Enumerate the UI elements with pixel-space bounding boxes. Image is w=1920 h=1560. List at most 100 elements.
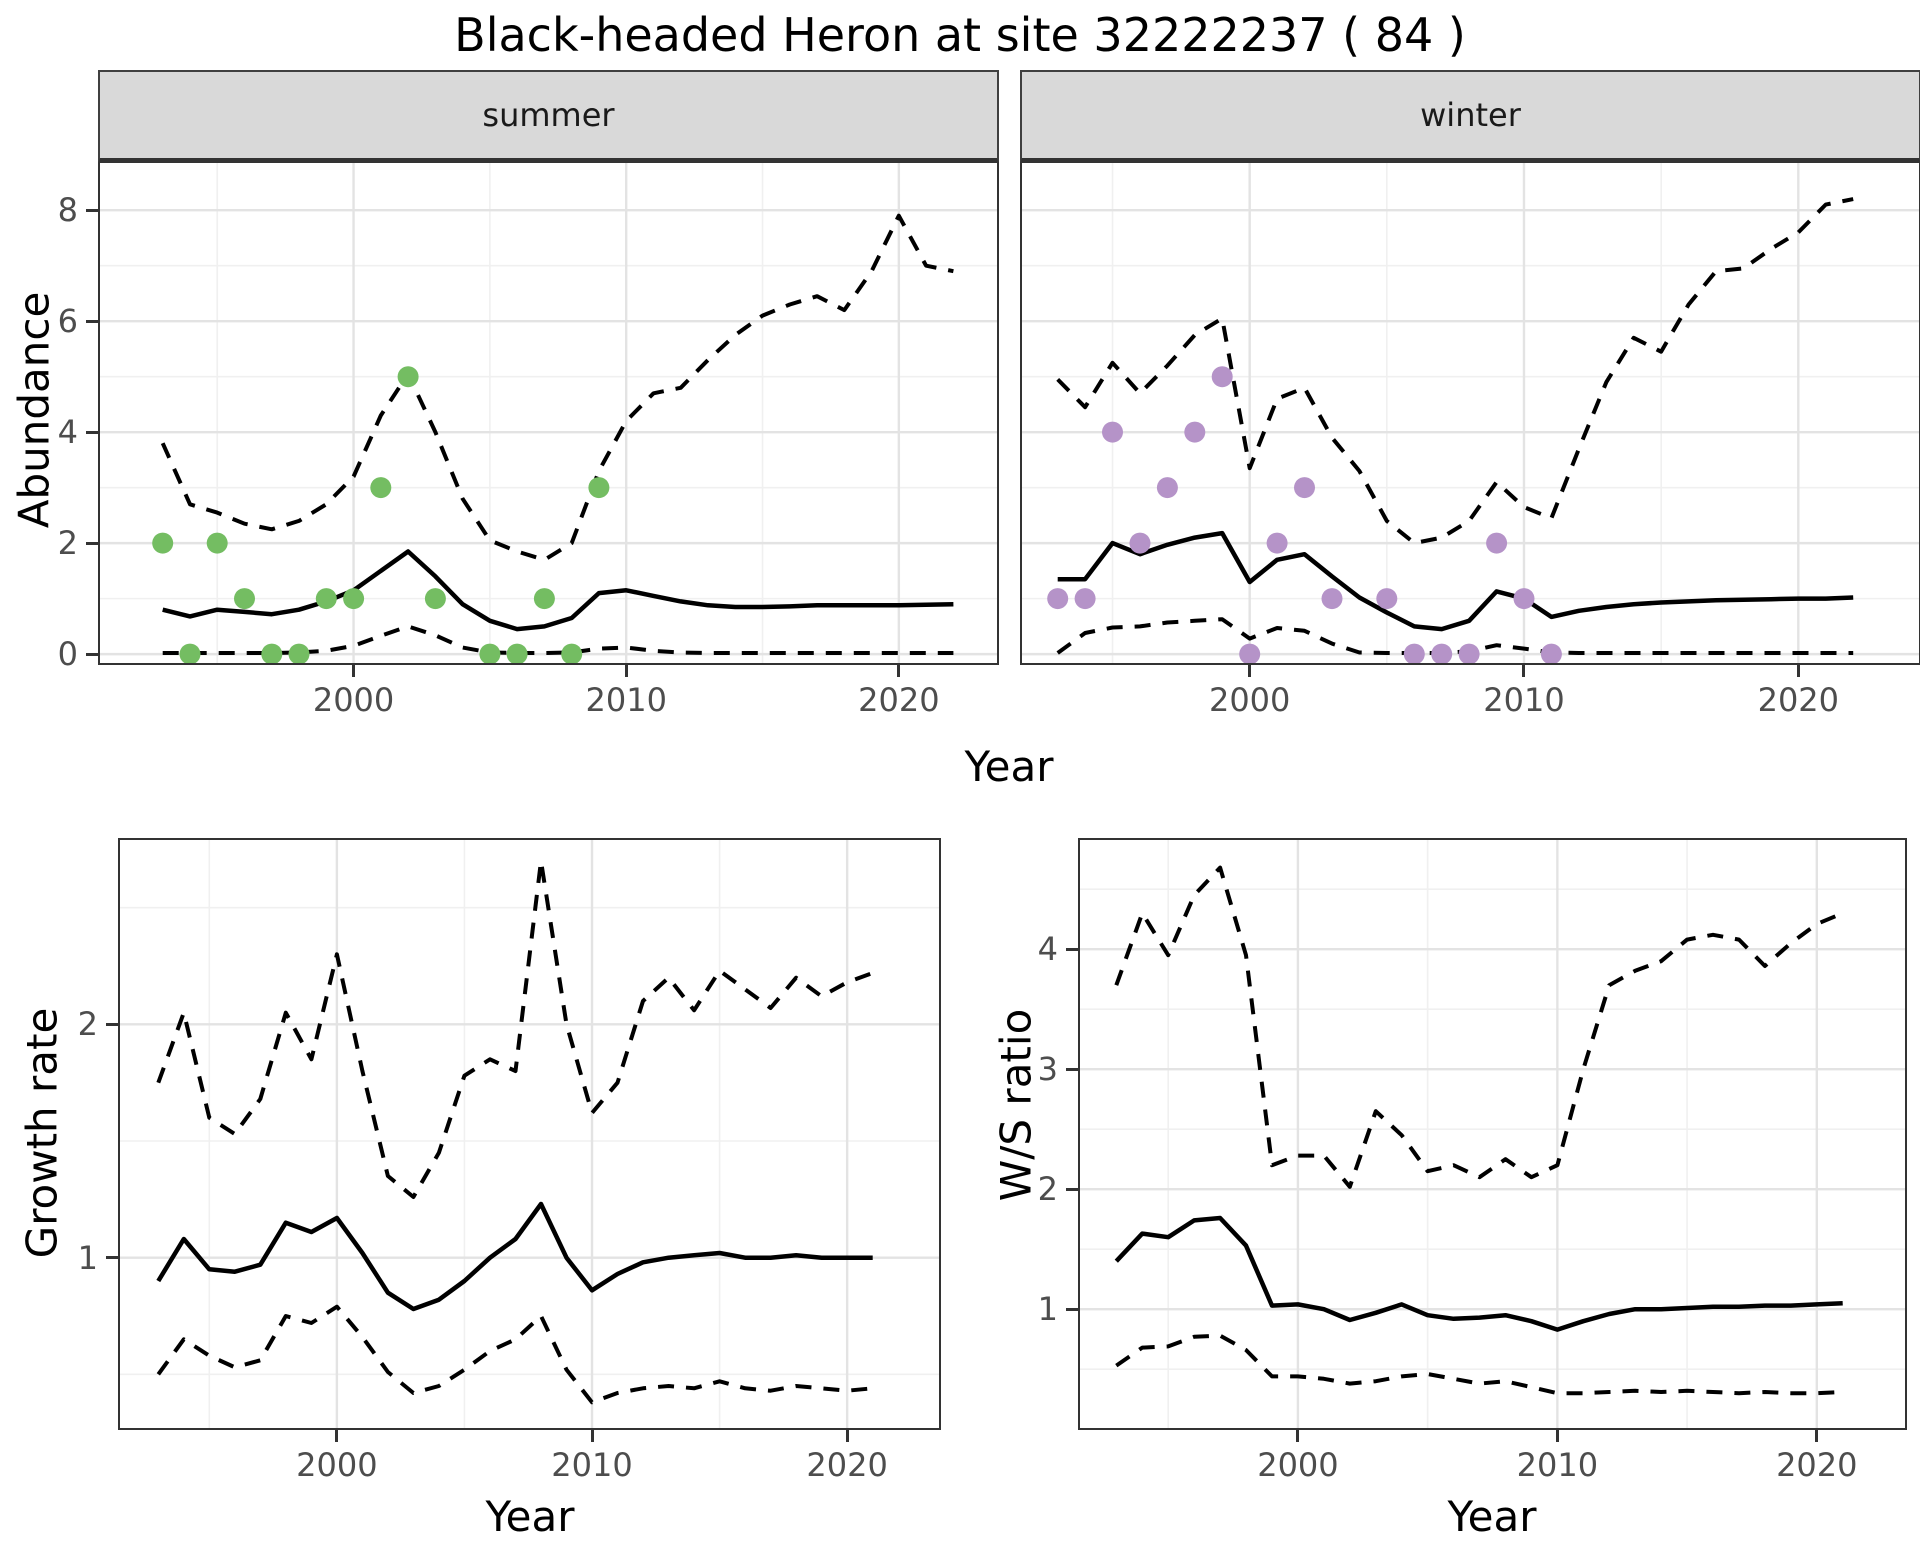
upper-ci-line [160, 213, 954, 562]
observation-point [1376, 588, 1398, 610]
y-axis-tick-label: 4 [1037, 930, 1058, 969]
observation-point [206, 532, 228, 554]
observation-point [588, 477, 610, 499]
observation-point [424, 588, 446, 610]
y-axis-title-ws-ratio: W/S ratio [991, 1008, 1041, 1202]
x-axis-title-year-ws: Year [1447, 1492, 1537, 1541]
x-axis-tick [335, 1430, 339, 1442]
y-axis-tick [1066, 1067, 1078, 1071]
lower-ci-line [1056, 617, 1854, 655]
observation-point [479, 643, 501, 663]
observation-point [343, 588, 365, 610]
y-axis-tick [1066, 947, 1078, 951]
observation-point [1513, 588, 1535, 610]
y-axis-tick-label: 1 [1037, 1290, 1058, 1329]
observation-point [1211, 366, 1233, 388]
observation-point [1102, 421, 1123, 443]
observation-point [1266, 532, 1288, 554]
y-axis-title-abundance: Abundance [9, 291, 59, 529]
observation-point [1403, 643, 1425, 663]
median-line [1114, 1215, 1843, 1332]
observation-point [1294, 477, 1315, 499]
observation-point [1458, 643, 1480, 663]
observation-point [1047, 588, 1069, 610]
observation-point [1431, 643, 1453, 663]
upper-ci-line [1114, 865, 1844, 1189]
median-line [1057, 530, 1854, 632]
x-axis-tick [1815, 1430, 1819, 1442]
lower-ci-line [1115, 1333, 1843, 1396]
x-axis-tick-label: 2000 [296, 1446, 378, 1484]
y-axis-tick [106, 1022, 118, 1026]
y-axis-title-growth-rate: Growth rate [17, 1007, 67, 1259]
x-axis-tick-label: 2010 [1516, 1446, 1599, 1484]
y-axis-tick-label: 6 [57, 302, 78, 341]
x-axis-tick-label: 2000 [312, 681, 395, 719]
x-axis-tick [897, 665, 901, 677]
x-axis-tick-label: 2020 [1757, 681, 1840, 719]
figure-title: Black-headed Heron at site 32222237 ( 84… [454, 8, 1466, 62]
lower-ci-line [162, 624, 954, 655]
y-axis-tick-label: 0 [57, 635, 78, 674]
observation-point [234, 588, 255, 610]
y-axis-tick [1066, 1307, 1078, 1311]
observation-point [315, 588, 337, 610]
observation-point [1540, 643, 1562, 663]
observation-point [397, 366, 419, 388]
observation-point [533, 588, 555, 610]
y-axis-tick-label: 4 [57, 413, 78, 452]
x-axis-tick [590, 1430, 594, 1442]
observation-point [1486, 532, 1508, 554]
observation-point [506, 643, 528, 663]
panel-growth-rate [118, 838, 941, 1430]
observation-point [370, 477, 392, 499]
x-axis-tick-label: 2010 [551, 1446, 633, 1484]
observation-point [1129, 532, 1151, 554]
y-axis-tick [106, 1256, 118, 1260]
x-axis-tick-label: 2000 [1257, 1446, 1339, 1484]
y-axis-tick-label: 1 [77, 1238, 98, 1277]
upper-ci-line [1056, 197, 1854, 546]
x-axis-tick [1296, 1430, 1300, 1442]
median-line [156, 1201, 873, 1312]
y-axis-tick [86, 541, 98, 545]
x-axis-tick-label: 2020 [1776, 1446, 1858, 1484]
panel-summer-abundance [98, 163, 999, 665]
x-axis-tick [1522, 665, 1526, 677]
upper-ci-line [156, 859, 874, 1199]
x-axis-tick [1248, 665, 1252, 677]
y-axis-tick-label: 8 [57, 191, 78, 230]
observation-point [1184, 421, 1206, 443]
x-axis-tick [624, 665, 628, 677]
chart-winter [1022, 163, 1919, 663]
x-axis-tick [1796, 665, 1800, 677]
y-axis-tick [86, 652, 98, 656]
chart-growth [120, 840, 939, 1428]
x-axis-tick-label: 2020 [806, 1446, 888, 1484]
x-axis-tick-label: 2010 [1483, 681, 1565, 719]
x-axis-tick [845, 1430, 849, 1442]
observation-point [179, 643, 201, 663]
observation-point [561, 643, 583, 663]
facet-strip-winter: winter [1020, 70, 1920, 163]
x-axis-title-year-top: Year [964, 742, 1054, 791]
facet-strip-summer-label: summer [482, 96, 615, 134]
y-axis-tick-label: 2 [77, 1005, 98, 1044]
observation-point [152, 532, 174, 554]
x-axis-tick-label: 2000 [1208, 681, 1291, 719]
x-axis-tick-label: 2020 [858, 681, 940, 719]
y-axis-tick [86, 208, 98, 212]
observation-point [1074, 588, 1096, 610]
x-axis-tick [1555, 1430, 1559, 1442]
facet-strip-summer: summer [98, 70, 999, 163]
x-axis-tick [352, 665, 356, 677]
chart-summer [100, 163, 997, 663]
lower-ci-line [156, 1304, 873, 1405]
y-axis-tick-label: 3 [1037, 1050, 1058, 1089]
x-axis-tick-label: 2010 [585, 681, 667, 719]
y-axis-tick [86, 319, 98, 323]
y-axis-tick [1066, 1187, 1078, 1191]
median-line [162, 549, 954, 632]
y-axis-tick [86, 430, 98, 434]
